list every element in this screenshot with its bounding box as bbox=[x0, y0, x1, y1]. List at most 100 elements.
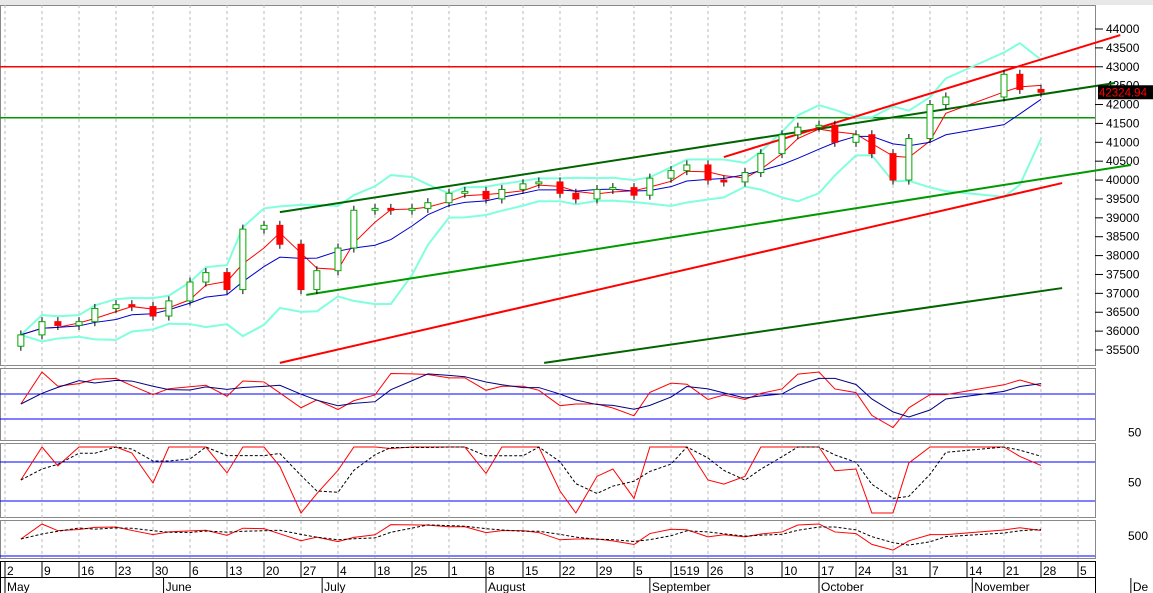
candle bbox=[778, 134, 786, 155]
top-strip bbox=[0, 0, 1153, 5]
x-day-label: 29 bbox=[599, 564, 613, 578]
candle bbox=[297, 243, 305, 291]
candle bbox=[202, 272, 210, 283]
x-month-label: November bbox=[974, 580, 1029, 593]
last-price-box bbox=[1098, 85, 1153, 100]
indicator-tick-label: 50 bbox=[1128, 426, 1142, 440]
candle bbox=[1000, 73, 1008, 98]
y-tick-label: 37000 bbox=[1106, 286, 1140, 300]
indicator-signal-2 bbox=[20, 524, 1042, 546]
candle bbox=[741, 172, 749, 183]
x-day-label: 5 bbox=[1080, 564, 1087, 578]
candle bbox=[498, 189, 506, 200]
indicator-signal-1 bbox=[20, 446, 1042, 499]
x-day-label: 6 bbox=[192, 564, 199, 578]
candle bbox=[683, 164, 691, 172]
y-tick-label: 36500 bbox=[1106, 305, 1140, 319]
y-tick-label: 37500 bbox=[1106, 267, 1140, 281]
trend-line bbox=[279, 182, 1063, 364]
y-tick-label: 42000 bbox=[1106, 98, 1140, 112]
candle bbox=[1016, 73, 1024, 90]
ma-slow-line bbox=[20, 98, 1042, 336]
bollinger-upper bbox=[20, 41, 1042, 336]
candle bbox=[609, 187, 617, 191]
candle bbox=[720, 179, 728, 183]
x-day-label: 2 bbox=[7, 564, 14, 578]
y-tick-label: 40000 bbox=[1106, 173, 1140, 187]
trend-line bbox=[544, 287, 1063, 364]
candle bbox=[408, 207, 416, 211]
candle bbox=[149, 306, 157, 317]
y-tick-label: 44000 bbox=[1106, 22, 1140, 36]
x-month-label: De bbox=[1133, 580, 1149, 593]
candle bbox=[704, 164, 712, 181]
x-axis-months bbox=[0, 577, 1096, 593]
x-month-label: October bbox=[821, 580, 864, 593]
candle bbox=[905, 138, 913, 181]
x-month-label: July bbox=[324, 580, 345, 593]
candle bbox=[424, 202, 432, 209]
candle bbox=[75, 321, 83, 326]
trend-line bbox=[723, 34, 1121, 158]
indicator-tick-label: 50 bbox=[1128, 476, 1142, 490]
candle bbox=[815, 124, 823, 128]
indicator-line-1 bbox=[20, 446, 1042, 514]
candle bbox=[239, 228, 247, 291]
x-month-label: May bbox=[7, 580, 30, 593]
candle bbox=[646, 177, 654, 196]
trend-line bbox=[279, 82, 1116, 214]
x-month-label: September bbox=[652, 580, 711, 593]
candle bbox=[186, 281, 194, 302]
x-month-label: June bbox=[166, 580, 192, 593]
candle bbox=[313, 270, 321, 291]
panel-frame-2 bbox=[0, 443, 1096, 518]
x-day-label: 9 bbox=[44, 564, 51, 578]
y-tick-label: 39500 bbox=[1106, 192, 1140, 206]
x-day-label: 15 bbox=[525, 564, 539, 578]
indicator-signal-0 bbox=[20, 373, 1042, 418]
candle bbox=[831, 124, 839, 143]
candle bbox=[794, 126, 802, 136]
x-day-label: 24 bbox=[858, 564, 872, 578]
candle bbox=[889, 153, 897, 181]
candle bbox=[38, 321, 46, 336]
y-tick-label: 41500 bbox=[1106, 116, 1140, 130]
x-day-label: 31 bbox=[895, 564, 909, 578]
x-day-label: 4 bbox=[340, 564, 347, 578]
x-day-label: 1519 bbox=[673, 564, 700, 578]
x-day-label: 23 bbox=[118, 564, 132, 578]
y-tick-label: 43000 bbox=[1106, 60, 1140, 74]
candle bbox=[852, 134, 860, 143]
candle bbox=[276, 224, 284, 245]
x-day-label: 10 bbox=[784, 564, 798, 578]
candle bbox=[17, 334, 25, 347]
y-tick-label: 43500 bbox=[1106, 41, 1140, 55]
candle bbox=[387, 207, 395, 211]
indicator-tick-label: 500 bbox=[1128, 529, 1148, 543]
candle bbox=[757, 153, 765, 174]
candle bbox=[91, 307, 99, 323]
candle bbox=[112, 304, 120, 309]
x-day-label: 21 bbox=[1006, 564, 1020, 578]
x-day-label: 1 bbox=[451, 564, 458, 578]
x-month-label: August bbox=[488, 580, 526, 593]
candle bbox=[535, 181, 543, 185]
candle bbox=[593, 189, 601, 200]
candle bbox=[165, 300, 173, 317]
x-day-label: 8 bbox=[488, 564, 495, 578]
x-day-label: 30 bbox=[155, 564, 169, 578]
candle bbox=[445, 192, 453, 204]
panel-frame-3 bbox=[0, 520, 1096, 559]
x-day-label: 28 bbox=[1043, 564, 1057, 578]
ma-fast-line bbox=[20, 84, 1042, 336]
candle bbox=[260, 224, 268, 230]
candle bbox=[371, 207, 379, 211]
y-tick-label: 41000 bbox=[1106, 135, 1140, 149]
x-day-label: 13 bbox=[229, 564, 243, 578]
candle bbox=[54, 321, 62, 326]
candle bbox=[334, 247, 342, 272]
x-day-label: 27 bbox=[303, 564, 317, 578]
y-tick-label: 39000 bbox=[1106, 211, 1140, 225]
candle bbox=[519, 183, 527, 191]
